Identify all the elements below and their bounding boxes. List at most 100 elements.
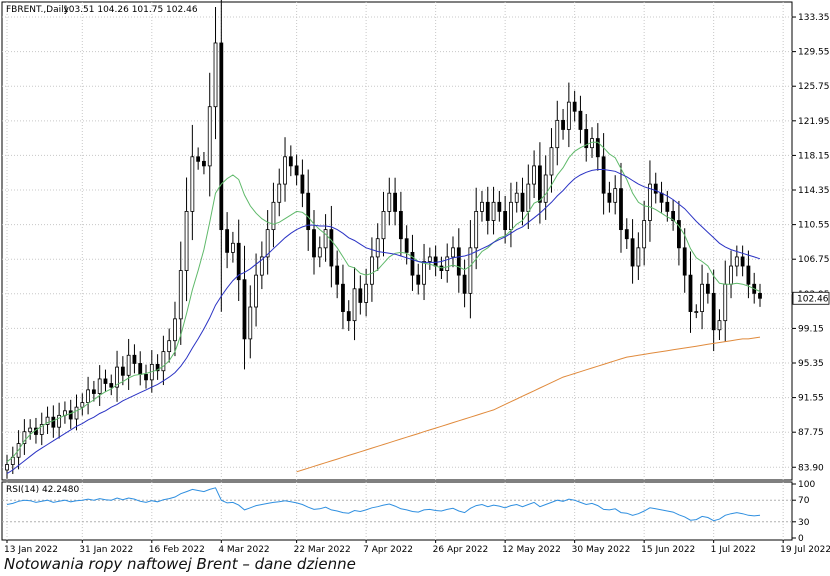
candle-body (184, 211, 189, 271)
candle-body (549, 147, 554, 176)
candle-body (404, 238, 409, 253)
candle-body (335, 265, 340, 285)
rsi-label: RSI(14) 42.2480 (6, 485, 79, 495)
candle-body (370, 256, 374, 285)
date-tick-label: 7 Apr 2022 (363, 545, 413, 555)
candle-body (352, 288, 357, 322)
candle-body (543, 174, 548, 203)
candle-body (248, 306, 253, 340)
candle-body (532, 165, 536, 185)
candle-body (39, 424, 44, 435)
candle-body (456, 247, 461, 276)
candle-body (677, 220, 681, 249)
candle-body (619, 188, 623, 231)
candle-body (480, 201, 484, 212)
candle-body (126, 354, 131, 376)
candle-body (80, 402, 85, 408)
date-tick-label: 19 Jul 2022 (780, 545, 830, 555)
rsi-tick-label: 30 (798, 518, 810, 528)
candle-body (236, 242, 241, 281)
candle-body (91, 389, 96, 394)
candle-body (103, 378, 108, 384)
candle-body (688, 274, 693, 312)
candle-body (705, 283, 710, 294)
candle-body (601, 156, 606, 194)
candle-body (729, 265, 733, 285)
candle-body (178, 270, 183, 320)
candle-body (537, 165, 542, 203)
candle-body (358, 288, 363, 303)
candle-body (277, 183, 282, 203)
candle-body (271, 201, 276, 231)
candle-body (746, 265, 751, 285)
candle-body (375, 238, 380, 258)
candle-body (572, 101, 577, 112)
candle-body (346, 311, 351, 322)
candle-body (45, 416, 50, 425)
candle-body (758, 292, 762, 299)
candle-body (5, 464, 9, 471)
candle-body (566, 101, 571, 130)
price-tick-label: 91.55 (798, 394, 824, 404)
candle-body (300, 174, 305, 194)
candle-body (648, 183, 652, 221)
chart-caption: Notowania ropy naftowej Brent – dane dzi… (4, 555, 356, 573)
candle-body (393, 192, 397, 212)
candle-body (474, 211, 479, 249)
candle-body (445, 256, 450, 271)
candle-body (451, 247, 455, 258)
price-tick-label: 114.35 (798, 186, 830, 196)
candle-body (225, 229, 230, 253)
candle-body (259, 256, 264, 276)
ma-slow-line (296, 336, 761, 473)
candle-body (317, 247, 322, 258)
candle-body (120, 366, 125, 376)
date-tick-label: 26 Apr 2022 (433, 545, 489, 555)
price-tick-label: 133.35 (798, 13, 830, 23)
candle-body (717, 320, 722, 331)
date-tick-label: 16 Feb 2022 (149, 545, 205, 555)
candle-body (509, 201, 513, 231)
rsi-panel-frame (1, 481, 793, 541)
candle-body (288, 156, 293, 167)
candle-body (329, 229, 334, 267)
candle-body (468, 247, 473, 294)
candle-body (57, 414, 62, 428)
candle-body (387, 192, 392, 212)
candle-body (595, 138, 600, 158)
candle-body (422, 261, 426, 285)
candle-body (294, 165, 299, 176)
price-tick-label: 106.75 (798, 255, 830, 265)
date-tick-label: 31 Jan 2022 (79, 545, 133, 555)
candle-body (700, 283, 704, 312)
candle-body (682, 247, 687, 276)
candle-body (555, 119, 560, 149)
candle-body (213, 42, 218, 108)
candle-body (283, 156, 287, 185)
candle-body (711, 292, 716, 331)
candle-body (219, 42, 224, 231)
candle-body (584, 129, 589, 149)
candle-body (497, 201, 502, 212)
date-tick-label: 4 Mar 2022 (218, 545, 269, 555)
candle-body (51, 416, 56, 428)
last-price-box (792, 291, 830, 305)
price-tick-label: 110.55 (798, 221, 830, 231)
ohlc-header: 103.51 104.26 101.75 102.46 (63, 5, 198, 15)
candle-body (416, 274, 421, 285)
last-price-label: 102.46 (797, 294, 829, 304)
candle-body (636, 247, 641, 267)
candle-body (624, 229, 629, 240)
candle-body (503, 211, 508, 231)
date-tick-label: 1 Jul 2022 (711, 545, 756, 555)
candle-body (520, 192, 525, 212)
candle-body (381, 211, 386, 240)
candle-body (433, 256, 438, 267)
candle-body (254, 274, 258, 308)
candle-body (86, 389, 90, 404)
date-tick-label: 15 Jun 2022 (641, 545, 695, 555)
candle-body (138, 363, 143, 375)
candle-body (196, 156, 201, 162)
candle-body (265, 229, 270, 258)
candle-body (230, 242, 235, 253)
